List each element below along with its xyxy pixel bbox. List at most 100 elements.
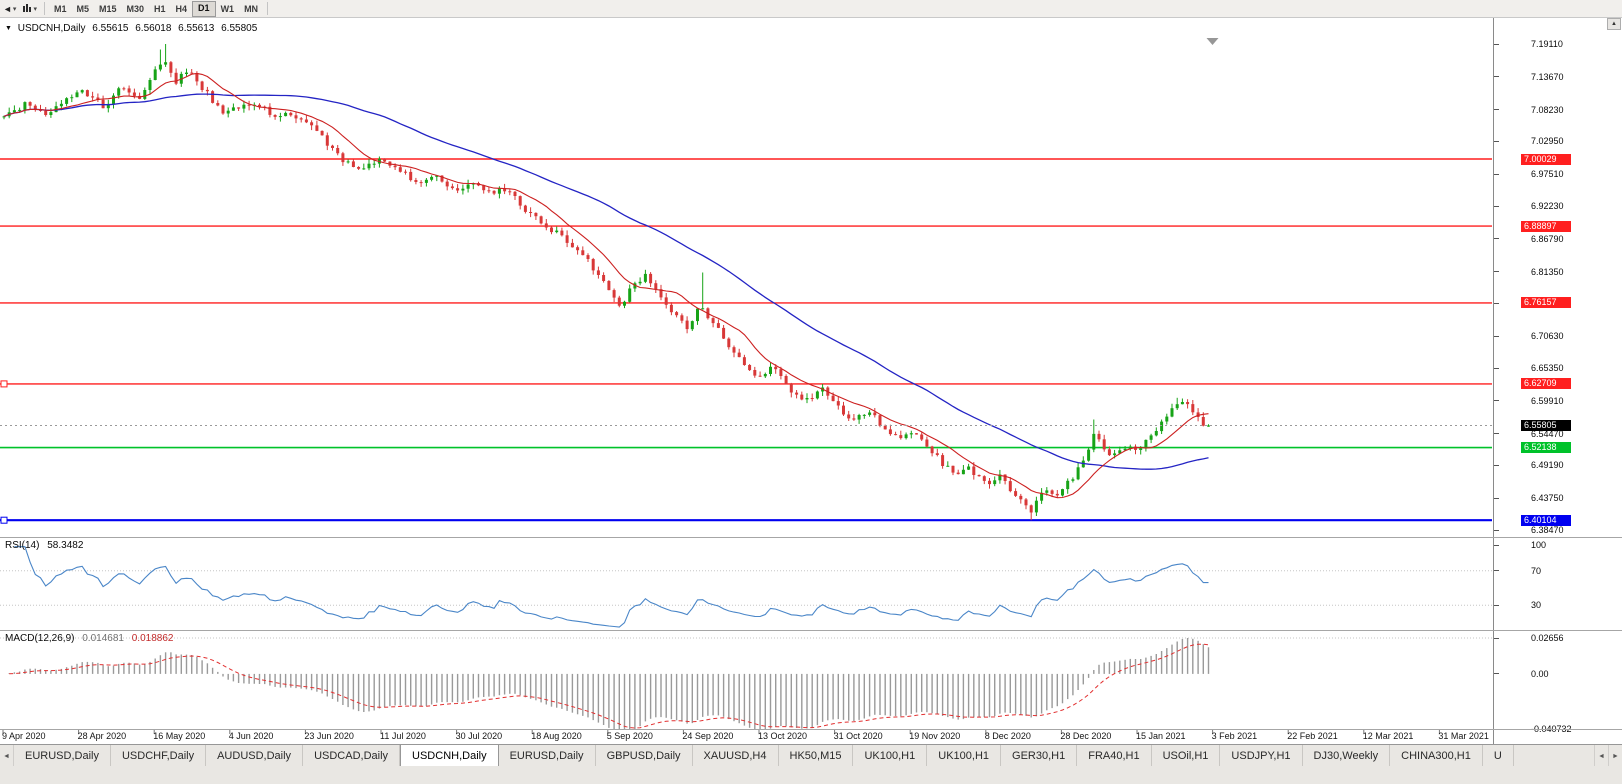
timeframe-h4[interactable]: H4	[175, 3, 188, 14]
macd-signal-value: 0.018862	[131, 633, 174, 644]
date-label: 28 Apr 2020	[77, 731, 127, 741]
timeframe-m15[interactable]: M15	[98, 3, 117, 14]
price-tick-label: 6.54470	[1531, 428, 1564, 439]
chart-tab-ger30-h1[interactable]: GER30,H1	[1001, 745, 1078, 767]
price-tick	[1494, 76, 1499, 78]
chart-tab-usdcnh-daily[interactable]: USDCNH,Daily	[400, 745, 499, 767]
chart-tab-china300-h1[interactable]: CHINA300,H1	[1390, 745, 1483, 767]
chart-tab-usdjpy-h1[interactable]: USDJPY,H1	[1220, 745, 1303, 767]
price-tick-label: 6.70630	[1531, 331, 1564, 342]
chart-shift-marker-icon[interactable]	[1206, 38, 1219, 45]
chart-tab-usdcad-daily[interactable]: USDCAD,Daily	[303, 745, 401, 767]
chart-tab-audusd-daily[interactable]: AUDUSD,Daily	[206, 745, 304, 767]
date-label: 4 Jun 2020	[228, 731, 274, 741]
chart-tab-gbpusd-daily[interactable]: GBPUSD,Daily	[595, 745, 693, 767]
timeframe-group: M1 M5 M15 M30 H1 H4 D1 W1 MN	[49, 0, 263, 17]
price-tick	[1494, 433, 1499, 435]
date-label: 23 Jun 2020	[304, 731, 354, 741]
price-tick	[1494, 302, 1499, 304]
macd-main-value: 0.014681	[82, 633, 124, 644]
title-marker-icon: ▼	[5, 25, 12, 32]
rsi-scale-label: 70	[1531, 565, 1542, 576]
chart-scroll-button[interactable]: ◄ ▾	[0, 1, 19, 16]
date-label: 11 Jul 2020	[380, 731, 426, 741]
candles-layer	[2, 44, 1210, 521]
rsi-tick	[1494, 604, 1499, 606]
price-tick	[1494, 205, 1499, 207]
macd-name: MACD(12,26,9)	[5, 633, 75, 644]
chart-type-button[interactable]: ▾	[19, 1, 40, 16]
price-tick-label: 6.49190	[1531, 460, 1564, 471]
date-label: 22 Feb 2021	[1287, 731, 1338, 741]
price-level-badge: 6.88897	[1521, 220, 1571, 232]
chart-tab-dj30-weekly[interactable]: DJ30,Weekly	[1302, 745, 1391, 767]
price-level-badge: 6.76157	[1521, 297, 1571, 309]
price-tick	[1494, 400, 1499, 402]
price-tick-label: 6.97510	[1531, 169, 1564, 180]
chart-tab-uk100-h1[interactable]: UK100,H1	[927, 745, 1002, 767]
tab-scroll-left-end-button[interactable]: ◄	[1594, 745, 1608, 767]
price-tick-label: 6.38470	[1531, 525, 1564, 535]
chart-tab-usdchf-daily[interactable]: USDCHF,Daily	[110, 745, 207, 767]
price-scale[interactable]: 7.19110 7.13670 7.08230 7.02950 6.97510 6.922…	[1493, 17, 1622, 744]
ohlc-close: 6.55805	[221, 23, 258, 34]
chart-tab-fra40-h1[interactable]: FRA40,H1	[1077, 745, 1152, 767]
price-tick	[1494, 367, 1499, 369]
price-tick-label: 7.19110	[1531, 39, 1563, 49]
price-tick-label: 6.92230	[1531, 201, 1564, 211]
date-label: 28 Dec 2020	[1060, 731, 1112, 741]
rsi-scale-label: 30	[1531, 600, 1542, 611]
chart-tab-uk100-h1[interactable]: UK100,H1	[853, 745, 928, 767]
rsi-scale-label: 100	[1531, 540, 1547, 550]
price-tick	[1494, 43, 1499, 45]
panel-separator[interactable]	[0, 537, 1622, 538]
chart-title: ▼ USDCNH,Daily 6.55615 6.56018 6.55613 6…	[5, 23, 261, 34]
chart-tab-eurusd-daily[interactable]: EURUSD,Daily	[14, 745, 111, 767]
chart-tab-hk50-m15[interactable]: HK50,M15	[778, 745, 854, 767]
price-tick	[1494, 109, 1499, 111]
date-label: 13 Oct 2020	[758, 731, 808, 741]
timeframe-d1[interactable]: D1	[192, 0, 216, 17]
chart-tab-xauusd-h4[interactable]: XAUUSD,H4	[692, 745, 779, 767]
macd-indicator-label: MACD(12,26,9) 0.014681 0.018862	[5, 633, 178, 644]
toolbar: ◄ ▾ ▾ M1 M5 M15 M30 H1 H4 D1 W1 MN	[0, 0, 1622, 18]
price-level-badge: 6.40104	[1521, 514, 1571, 526]
date-label: 31 Mar 2021	[1438, 731, 1489, 741]
timeframe-h1[interactable]: H1	[154, 3, 166, 14]
line-drag-handle[interactable]	[0, 380, 8, 388]
rsi-value: 58.3482	[47, 540, 84, 551]
price-level-badge: 7.00029	[1521, 153, 1571, 165]
line-drag-handle[interactable]	[0, 516, 8, 524]
timeframe-mn[interactable]: MN	[244, 3, 259, 14]
price-level-badge: 6.62709	[1521, 378, 1571, 390]
tab-scroll-right-button[interactable]: ►	[1608, 745, 1622, 767]
time-scale[interactable]: 9 Apr 2020 28 Apr 2020 16 May 2020 4 Jun 20…	[0, 731, 1492, 744]
timeframe-m1[interactable]: M1	[53, 3, 67, 14]
scrollbar-up-button[interactable]: ▲	[1607, 18, 1621, 30]
timeframe-w1[interactable]: W1	[220, 3, 235, 14]
date-label: 18 Aug 2020	[531, 731, 582, 741]
timeframe-m5[interactable]: M5	[76, 3, 89, 14]
rsi-tick	[1494, 544, 1499, 546]
panel-separator[interactable]	[0, 630, 1622, 631]
macd-tick	[1494, 637, 1499, 639]
price-tick-label: 6.81350	[1531, 266, 1564, 277]
chart-scroll-icon: ◄	[3, 3, 12, 14]
price-level-badge: 6.52138	[1521, 442, 1571, 454]
chart-tab-u[interactable]: U	[1482, 745, 1514, 767]
status-strip	[0, 766, 1622, 784]
price-chart-canvas[interactable]	[0, 17, 1492, 744]
price-tick	[1494, 529, 1499, 531]
date-label: 16 May 2020	[153, 731, 206, 741]
ohlc-low: 6.55613	[178, 23, 215, 34]
chart-tab-usoil-h1[interactable]: USOil,H1	[1151, 745, 1221, 767]
tab-scroll-left-button[interactable]: ◄	[0, 745, 14, 767]
toolbar-separator	[43, 2, 45, 15]
timeframe-m30[interactable]: M30	[126, 3, 145, 14]
date-label: 5 Sep 2020	[606, 731, 653, 741]
panel-separator	[0, 729, 1622, 730]
chart-tab-eurusd-daily[interactable]: EURUSD,Daily	[498, 745, 596, 767]
date-label: 31 Oct 2020	[833, 731, 883, 741]
date-label: 30 Jul 2020	[455, 731, 503, 741]
